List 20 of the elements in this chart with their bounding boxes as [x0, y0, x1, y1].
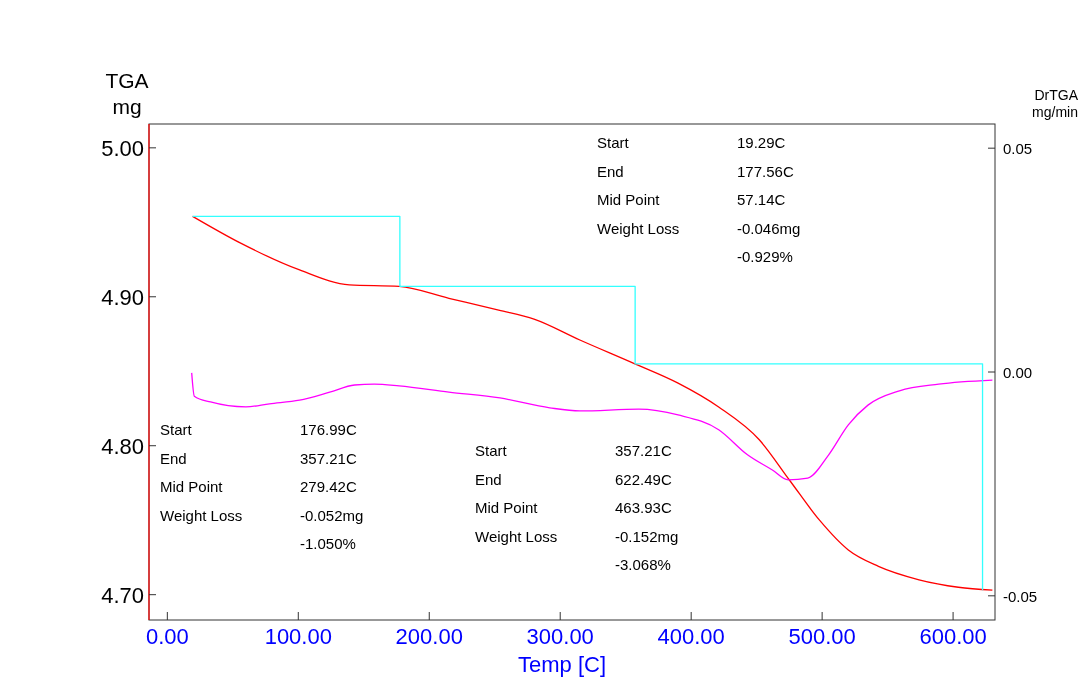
x-tick-label: 200.00: [395, 624, 463, 649]
y-tick-label: 4.80: [101, 433, 144, 459]
y-axis-title: TGA mg: [105, 69, 149, 118]
y2-tick-label: 0.05: [1003, 140, 1033, 158]
y-tick-label: 4.90: [101, 284, 144, 310]
x-tick-label: 300.00: [526, 624, 594, 649]
x-tick-label: 600.00: [919, 624, 987, 649]
y2-axis-title: DrTGA mg/min: [1032, 87, 1079, 120]
y2-tick-label: -0.05: [1003, 587, 1038, 605]
x-tick-label: 0.00: [145, 624, 189, 649]
y2-tick-label: 0.00: [1003, 364, 1033, 381]
x-tick-label: 400.00: [657, 624, 725, 649]
x-tick-label: 500.00: [788, 624, 856, 649]
text: Start 357.21C End 622.49C Mid Point 463.93C Weight Loss -0.152mg -3.068%: [475, 442, 679, 573]
y-tick-label: 4.70: [101, 582, 144, 608]
text: Start 176.99C End 357.21C Mid Point 279.42C Weight Loss -0.052mg -1.050%: [160, 421, 364, 552]
x-tick-label: 100.00: [264, 624, 332, 649]
text: Start 19.29C End 177.56C Mid Point 57.14C Weight Loss -0.046mg -0.929%: [597, 134, 801, 265]
y-tick-label: 5.00: [101, 135, 144, 161]
x-axis-title: Temp [C]: [517, 652, 607, 677]
